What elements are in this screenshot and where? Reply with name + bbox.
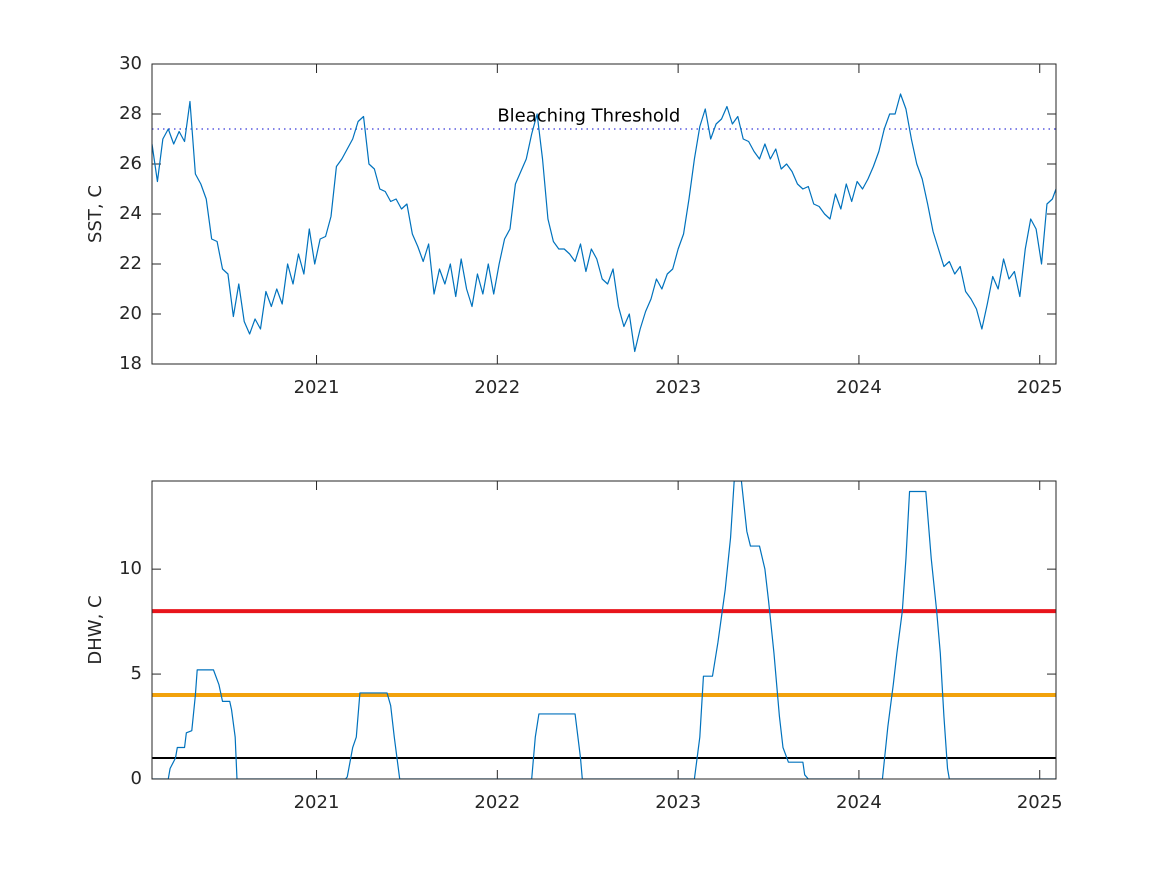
plot [152,481,1056,779]
x-tick-label: 2021 [294,792,340,813]
y-axis-label: DHW, C [85,595,106,664]
x-tick-label: 2025 [1017,792,1063,813]
y-tick-label: 24 [119,203,142,224]
y-tick-label: 0 [131,768,142,789]
x-tick-label: 2023 [655,377,701,398]
plot [152,93,1056,353]
y-tick-label: 22 [119,253,142,274]
x-tick-label: 2024 [836,792,882,813]
plot-area [152,64,1056,364]
axes: 2021 2022 2023 2024 2025 0 5 10 DHW, C [85,480,1063,813]
data-line [152,93,1056,353]
y-axis-label: SST, C [85,185,106,243]
axes-box [151,480,1057,780]
x-tick-label: 2022 [474,792,520,813]
data-line [152,481,1056,779]
x-tick-label: 2021 [294,377,340,398]
y-tick-label: 18 [119,353,142,374]
y-tick-label: 20 [119,303,142,324]
y-tick-label: 30 [119,53,142,74]
y-tick-label: 10 [119,558,142,579]
x-tick-label: 2024 [836,377,882,398]
x-tick-label: 2025 [1017,377,1063,398]
y-tick-label: 28 [119,103,142,124]
plot-area [152,481,1056,779]
x-tick-label: 2023 [655,792,701,813]
y-tick-label: 5 [131,663,142,684]
y-tick-label: 26 [119,153,142,174]
x-tick-label: 2022 [474,377,520,398]
axes-box [151,63,1057,365]
annotation: Bleaching Threshold [497,106,680,127]
